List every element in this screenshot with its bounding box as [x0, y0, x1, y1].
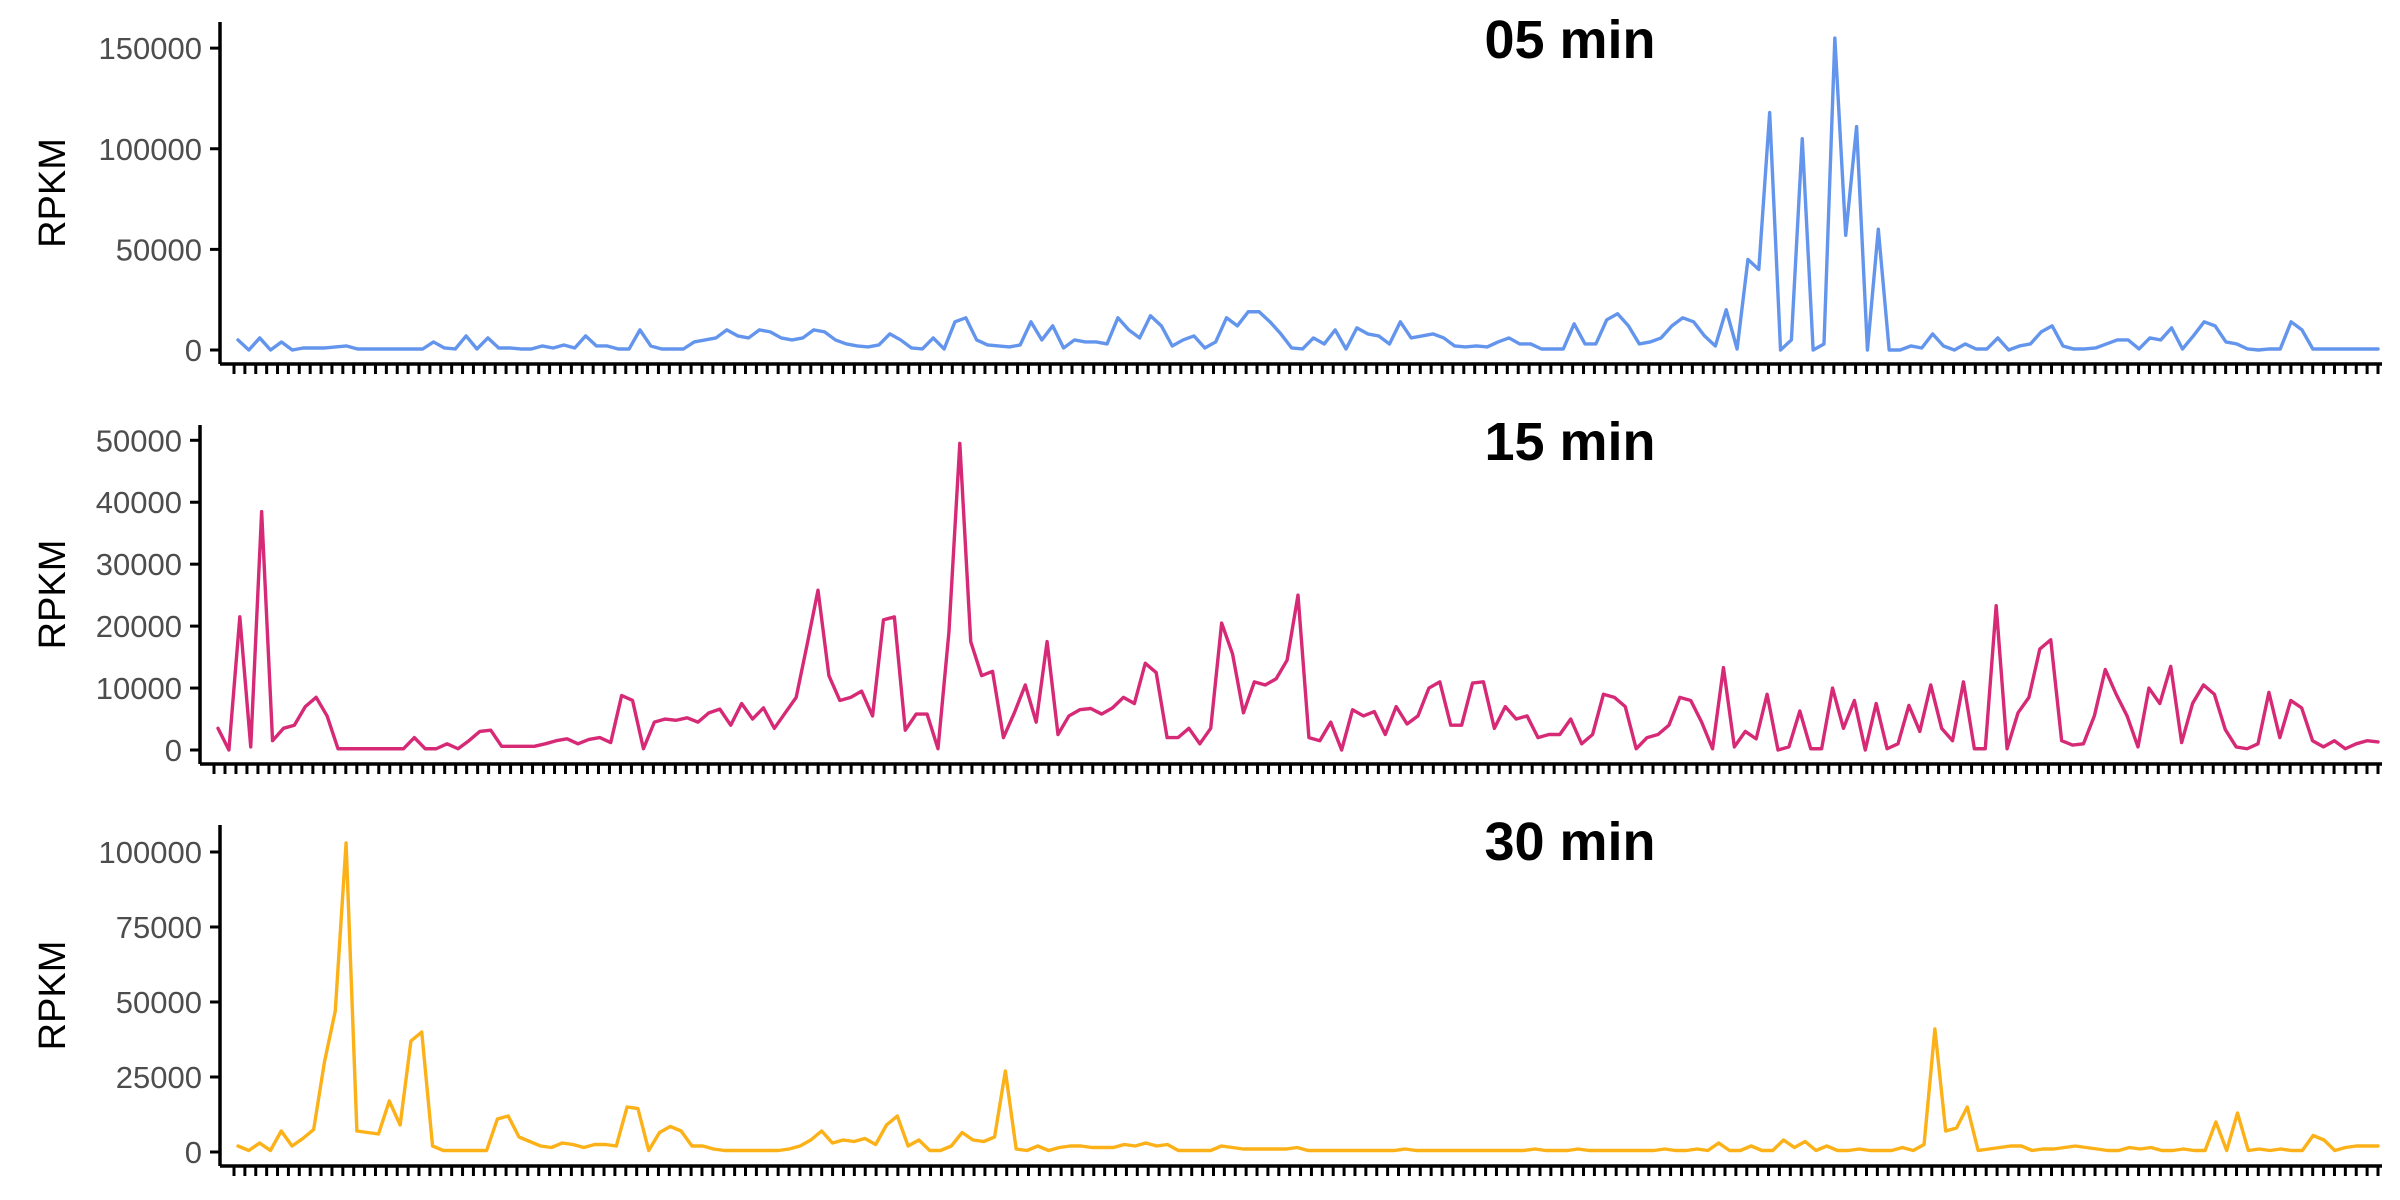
panel-3: 0 25000 50000 75000 100000 RPKM 30 min	[32, 812, 2382, 1176]
y-axis-title: RPKM	[32, 540, 74, 650]
y-tick-label: 100000	[99, 835, 202, 870]
y-tick-label: 50000	[116, 232, 202, 267]
panel-title: 30 min	[1484, 812, 1655, 872]
y-tick-label: 40000	[96, 485, 182, 520]
y-tick-label: 0	[185, 1135, 202, 1170]
y-tick-label: 0	[165, 733, 182, 768]
y-tick-label: 0	[185, 333, 202, 368]
y-axis-title: RPKM	[32, 941, 74, 1051]
y-tick-label: 30000	[96, 547, 182, 582]
y-tick-label: 100000	[99, 132, 202, 167]
series-line	[236, 36, 2380, 352]
panel-1: 0 50000 100000 150000 RPKM 05 min	[32, 10, 2382, 374]
y-tick-label: 50000	[116, 985, 202, 1020]
y-axis-title: RPKM	[32, 138, 74, 248]
panel-title: 15 min	[1484, 412, 1655, 472]
panel-2: 0 10000 20000 30000 40000 50000 RPKM 15 min	[32, 412, 2382, 774]
y-tick-label: 150000	[99, 31, 202, 66]
y-tick-label: 75000	[116, 910, 202, 945]
panel-title: 05 min	[1484, 10, 1655, 70]
series-line	[216, 441, 2380, 752]
y-tick-label: 20000	[96, 609, 182, 644]
y-tick-label: 10000	[96, 671, 182, 706]
y-tick-label: 25000	[116, 1060, 202, 1095]
series-line	[236, 841, 2380, 1153]
y-tick-label: 50000	[96, 423, 182, 458]
chart-panels: 0 50000 100000 150000 RPKM 05 min 0 10000 20000 3…	[32, 10, 2382, 1176]
